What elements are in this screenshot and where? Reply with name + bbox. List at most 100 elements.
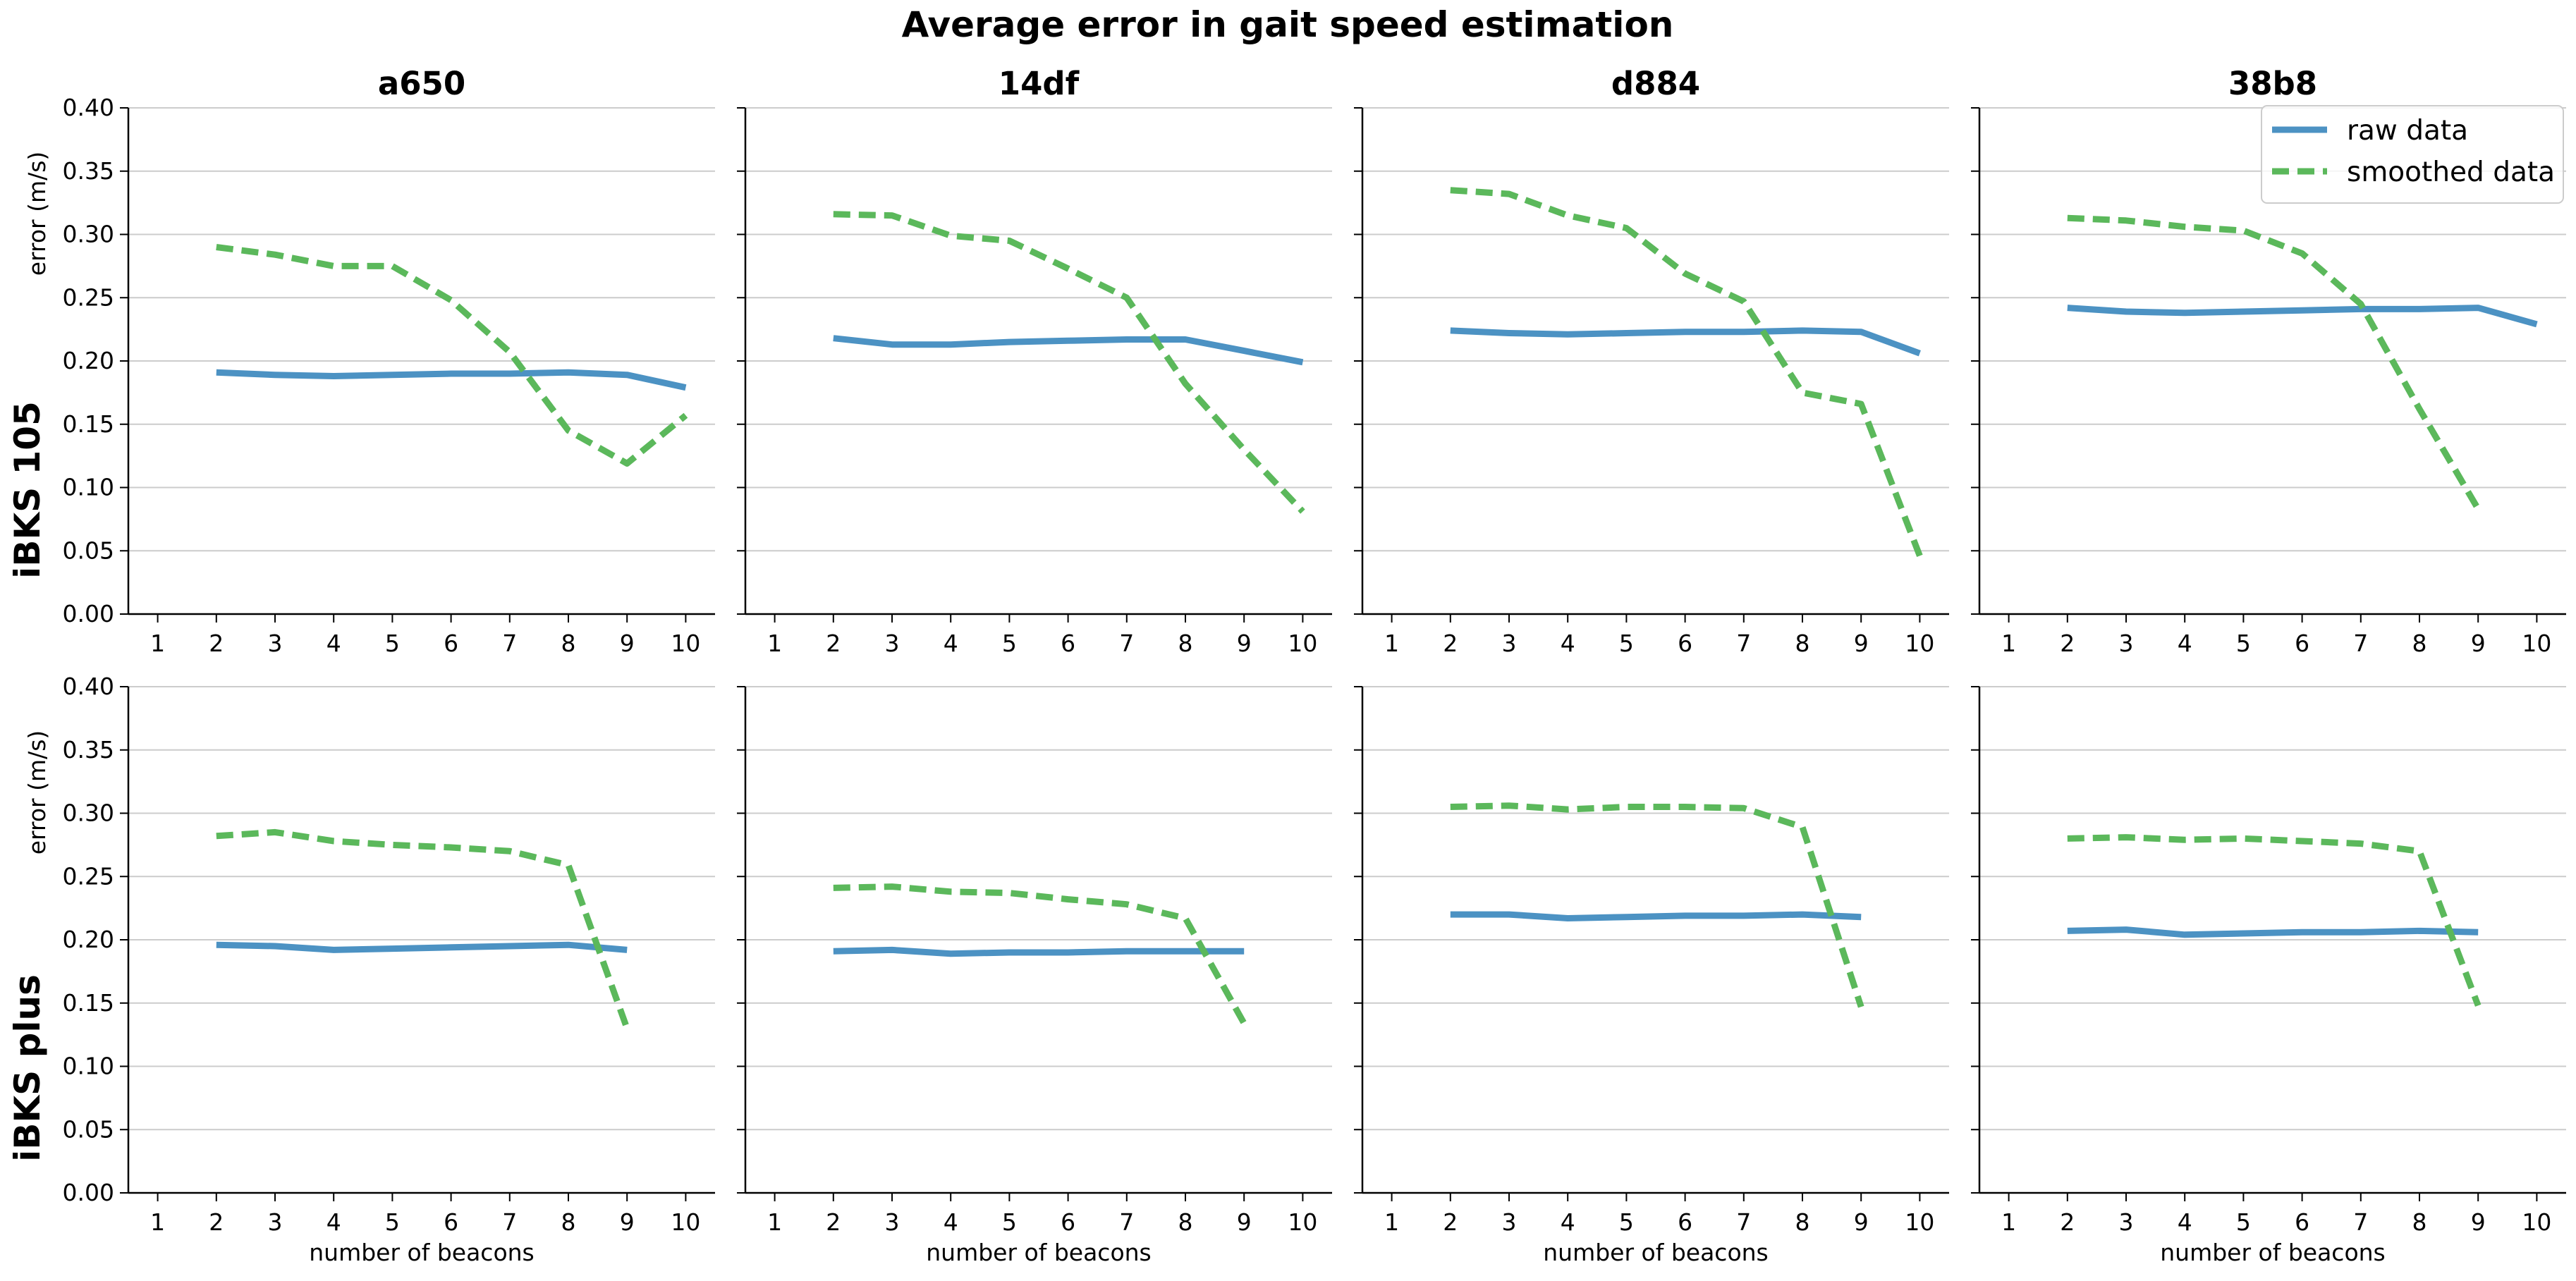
y-tick-label: 0.25 — [63, 862, 114, 890]
x-axis-label: number of beacons — [309, 1239, 535, 1266]
series-line-smoothed — [833, 883, 1247, 1025]
x-tick-label: 10 — [1288, 630, 1317, 657]
x-tick-label: 3 — [1502, 1208, 1517, 1236]
x-tick-label: 4 — [944, 1208, 958, 1236]
y-tick-label: 0.15 — [63, 410, 114, 438]
x-tick-label: 6 — [1678, 1208, 1692, 1236]
x-tick-label: 3 — [268, 1208, 283, 1236]
x-tick-label: 8 — [2412, 630, 2427, 657]
x-tick-label: 1 — [767, 1208, 782, 1236]
series-line-raw — [1450, 327, 1921, 357]
panel-4: 0.00 0.05 0.10 0.15 0.20 0.25 0.30 0.35 0.40 1 2 3 4… — [23, 673, 715, 1266]
figure-title: Average error in gait speed estimation — [902, 4, 1674, 45]
x-tick-label: 6 — [1678, 630, 1692, 657]
x-tick-label: 8 — [1178, 630, 1193, 657]
x-tick-label: 4 — [1561, 1208, 1575, 1236]
series-line-raw — [216, 369, 687, 391]
panel-title: a650 — [378, 65, 465, 102]
x-tick-label: 5 — [1002, 1208, 1017, 1236]
x-tick-label: 10 — [671, 1208, 700, 1236]
series-line-raw — [833, 946, 1245, 957]
x-tick-label: 7 — [502, 630, 517, 657]
x-tick-label: 3 — [2119, 1208, 2134, 1236]
y-tick-label: 0.40 — [63, 673, 114, 700]
x-tick-label: 7 — [502, 1208, 517, 1236]
x-axis-label: number of beacons — [2160, 1239, 2386, 1266]
x-tick-label: 10 — [1905, 630, 1934, 657]
y-tick-label: 0.00 — [63, 1179, 114, 1206]
series-line-smoothed — [216, 244, 688, 467]
x-tick-label: 4 — [326, 630, 341, 657]
y-tick-label: 0.05 — [63, 537, 114, 564]
x-tick-label: 8 — [1795, 1208, 1810, 1236]
x-tick-label: 9 — [1237, 630, 1252, 657]
x-tick-label: 1 — [2001, 630, 2016, 657]
x-tick-label: 4 — [944, 630, 958, 657]
y-tick-label: 0.00 — [63, 600, 114, 627]
legend-label-smoothed: smoothed data — [2347, 157, 2555, 188]
x-tick-label: 6 — [1061, 630, 1075, 657]
y-tick-label: 0.30 — [63, 221, 114, 248]
panel-7: 1 2 3 4 5 6 7 8 9 10 number of beacons — [1971, 686, 2566, 1266]
x-tick-label: 10 — [1288, 1208, 1317, 1236]
x-tick-label: 3 — [268, 630, 283, 657]
x-tick-label: 1 — [767, 630, 782, 657]
x-tick-label: 5 — [1619, 1208, 1634, 1236]
x-tick-label: 3 — [885, 630, 900, 657]
y-tick-label: 0.20 — [63, 347, 114, 374]
y-tick-label: 0.40 — [63, 94, 114, 121]
legend-frame — [2261, 105, 2564, 204]
x-tick-label: 7 — [2353, 630, 2368, 657]
x-tick-label: 9 — [2471, 630, 2486, 657]
x-tick-label: 6 — [2295, 1208, 2309, 1236]
panel-0: 0.00 0.05 0.10 0.15 0.20 0.25 0.30 0.35 0.40 1 2 3 4… — [23, 65, 715, 657]
x-tick-label: 6 — [1061, 1208, 1075, 1236]
x-tick-label: 1 — [150, 1208, 165, 1236]
x-tick-label: 10 — [1905, 1208, 1934, 1236]
y-tick-label: 0.30 — [63, 799, 114, 827]
x-tick-label: 6 — [444, 1208, 458, 1236]
series-line-raw — [216, 941, 628, 953]
y-tick-label: 0.15 — [63, 989, 114, 1017]
x-tick-label: 5 — [385, 630, 400, 657]
panel-title: d884 — [1611, 65, 1700, 102]
x-tick-label: 7 — [2353, 1208, 2368, 1236]
x-tick-label: 6 — [444, 630, 458, 657]
x-tick-label: 2 — [209, 1208, 224, 1236]
x-tick-label: 2 — [826, 630, 841, 657]
panel-5: 1 2 3 4 5 6 7 8 9 10 number of beacons — [737, 686, 1332, 1266]
series-line-smoothed — [833, 211, 1305, 514]
x-tick-label: 10 — [2522, 630, 2551, 657]
x-tick-label: 8 — [2412, 1208, 2427, 1236]
series-line-smoothed — [1450, 187, 1923, 558]
y-axis-label: error (m/s) — [23, 152, 51, 276]
x-tick-label: 9 — [620, 1208, 635, 1236]
y-tick-label: 0.05 — [63, 1115, 114, 1143]
y-tick-label: 0.10 — [63, 474, 114, 501]
x-tick-label: 1 — [1384, 630, 1399, 657]
x-tick-label: 9 — [1237, 1208, 1252, 1236]
x-tick-label: 1 — [150, 630, 165, 657]
legend: raw data smoothed data — [2261, 105, 2564, 204]
series-line-smoothed — [1450, 802, 1864, 1008]
x-tick-label: 3 — [1502, 630, 1517, 657]
y-tick-label: 0.20 — [63, 926, 114, 953]
x-tick-label: 1 — [1384, 1208, 1399, 1236]
x-tick-label: 8 — [1178, 1208, 1193, 1236]
x-tick-label: 4 — [1561, 630, 1575, 657]
x-tick-label: 9 — [1854, 630, 1869, 657]
panel-2: 1 2 3 4 5 6 7 8 9 10 d884 — [1354, 65, 1949, 657]
x-axis-label: number of beacons — [926, 1239, 1152, 1266]
x-tick-label: 7 — [1119, 1208, 1134, 1236]
x-tick-label: 1 — [2001, 1208, 2016, 1236]
x-tick-label: 5 — [2236, 630, 2251, 657]
x-tick-label: 10 — [671, 630, 700, 657]
series-line-raw — [833, 335, 1304, 366]
panel-1: 1 2 3 4 5 6 7 8 9 10 14df — [737, 65, 1332, 657]
x-tick-label: 9 — [2471, 1208, 2486, 1236]
y-axis-label: error (m/s) — [23, 730, 51, 855]
y-tick-label: 0.10 — [63, 1053, 114, 1080]
x-tick-label: 5 — [2236, 1208, 2251, 1236]
x-tick-label: 6 — [2295, 630, 2309, 657]
x-tick-label: 2 — [1443, 630, 1458, 657]
